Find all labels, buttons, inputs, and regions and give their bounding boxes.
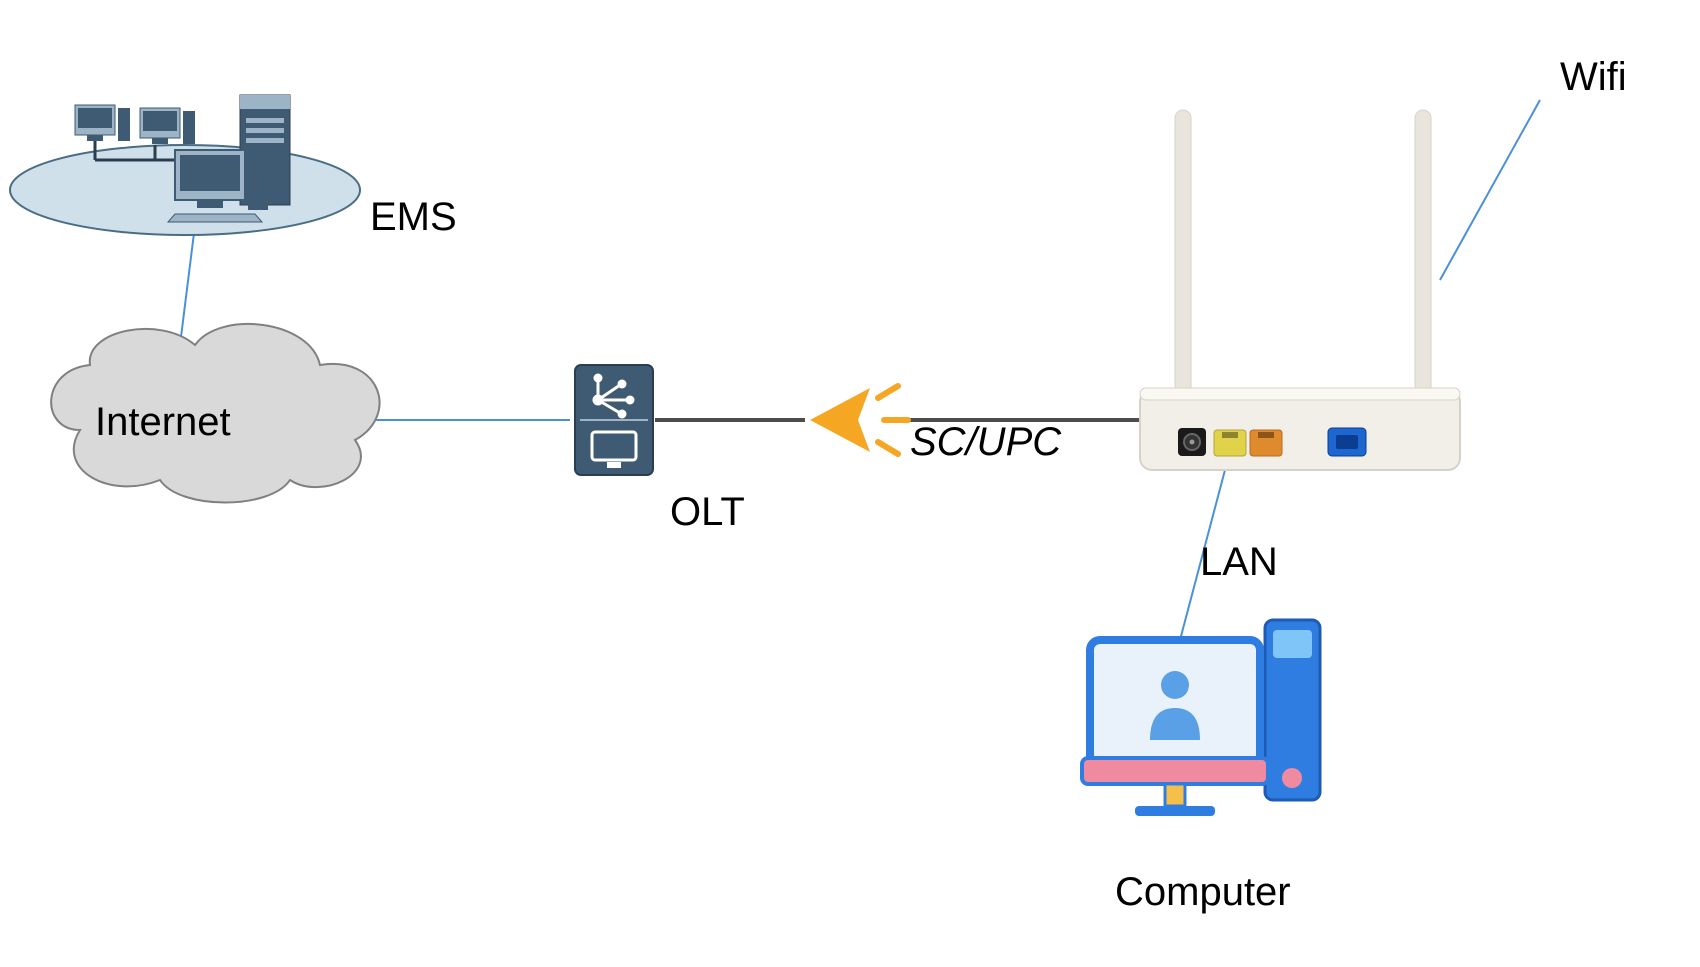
ems-platform <box>10 145 360 235</box>
olt-label: OLT <box>670 490 745 535</box>
ont-lan2-port <box>1250 430 1282 456</box>
olt-node <box>575 365 653 475</box>
computer-monitor-icon <box>1082 640 1268 816</box>
network-diagram-canvas <box>0 0 1700 967</box>
splitter-icon <box>810 386 908 454</box>
scupc-label: SC/UPC <box>910 420 1061 465</box>
connections-group <box>180 100 1540 640</box>
splitter-cone <box>810 388 870 452</box>
wifi-label: Wifi <box>1560 55 1627 100</box>
ems-pc-small-1-icon <box>75 105 130 141</box>
ems-node <box>10 95 360 235</box>
computer-tower-icon <box>1265 620 1320 800</box>
olt-top-icon <box>594 375 633 417</box>
ont-power-port <box>1178 428 1206 456</box>
ems-server-icon <box>240 95 290 205</box>
computer-user-icon <box>1150 671 1200 740</box>
olt-bottom-icon <box>592 432 636 468</box>
ems-pc-big-icon <box>168 150 268 222</box>
computer-node <box>1082 620 1320 816</box>
ont-top-edge <box>1140 388 1460 400</box>
ont-lan1-port <box>1214 430 1246 456</box>
ont-router <box>1140 110 1460 470</box>
link-ems-internet <box>180 225 195 345</box>
olt-box <box>575 365 653 475</box>
ont-antenna-left <box>1175 110 1191 395</box>
lan-label: LAN <box>1200 540 1278 585</box>
splitter-rays <box>878 386 908 454</box>
computer-label: Computer <box>1115 870 1291 915</box>
ems-pc-small-2-icon <box>140 108 195 144</box>
ems-label: EMS <box>370 195 457 240</box>
link-ont-wifi <box>1440 100 1540 280</box>
ont-body <box>1140 390 1460 470</box>
ont-antenna-right <box>1415 110 1431 395</box>
ont-ports <box>1178 428 1366 456</box>
ont-optical-port <box>1328 428 1366 456</box>
internet-label: Internet <box>95 400 231 445</box>
